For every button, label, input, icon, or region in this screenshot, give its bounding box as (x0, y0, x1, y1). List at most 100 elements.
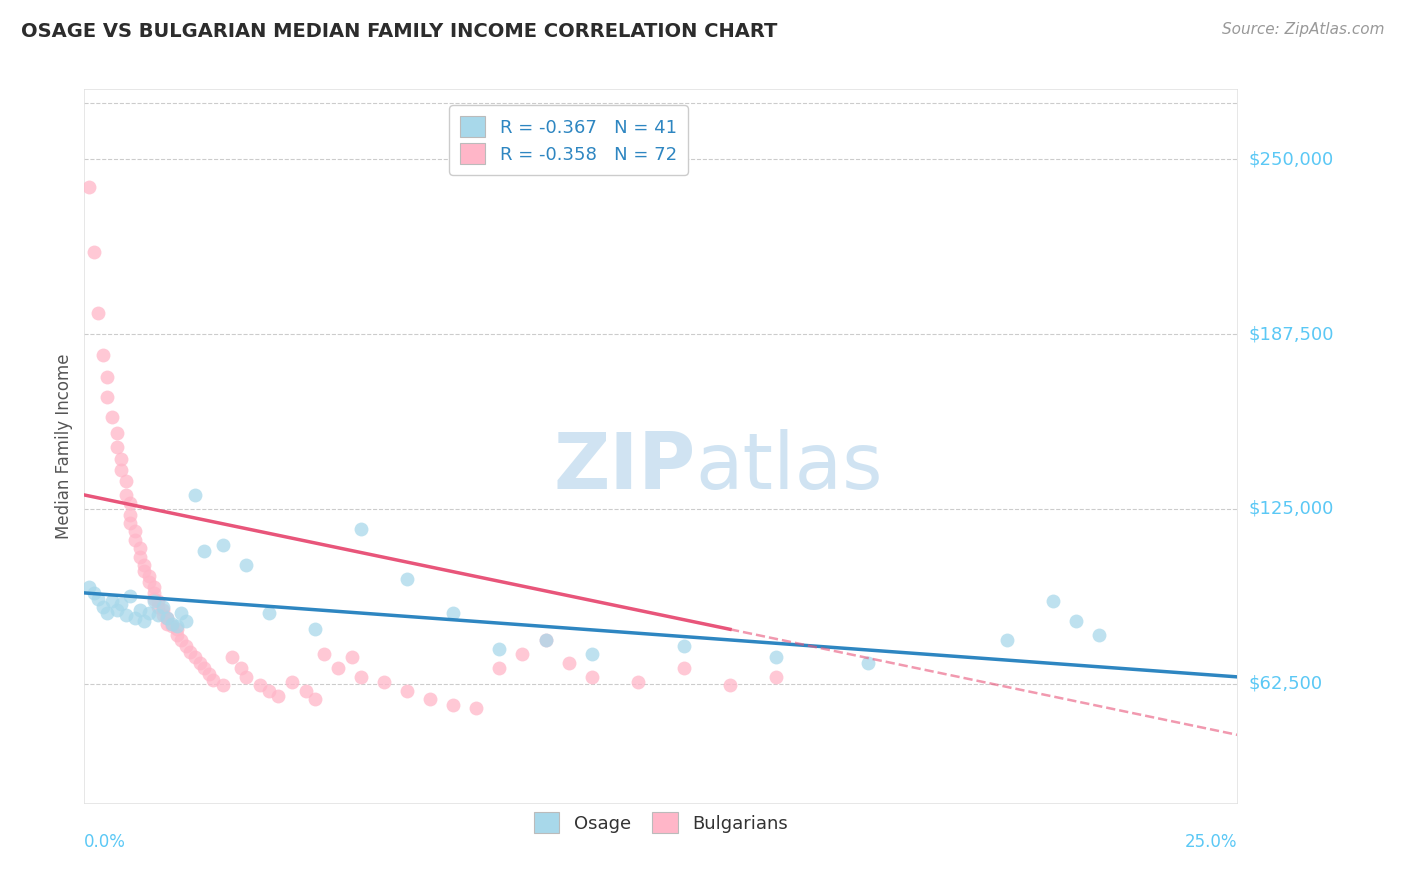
Point (142, 591, 165, 606)
Point (441, 606, 464, 620)
Point (340, 650, 363, 665)
Point (184, 650, 207, 665)
Point (96, 390, 118, 404)
Point (350, 522, 373, 536)
Point (110, 597, 132, 611)
Point (120, 516, 142, 530)
Point (314, 648, 336, 662)
Point (138, 574, 160, 589)
Text: 0.0%: 0.0% (84, 833, 127, 851)
Point (202, 673, 225, 687)
Point (396, 684, 419, 698)
Point (581, 648, 603, 662)
Point (146, 594, 169, 608)
Point (115, 608, 138, 623)
Point (156, 611, 179, 625)
Point (1088, 628, 1111, 642)
Point (373, 675, 395, 690)
Point (91, 348, 114, 362)
Point (193, 544, 215, 558)
Point (235, 558, 257, 572)
Point (249, 678, 271, 692)
Text: $250,000: $250,000 (1249, 150, 1334, 169)
Point (396, 572, 419, 586)
Point (142, 594, 165, 608)
Point (101, 409, 124, 424)
Point (87, 306, 110, 320)
Legend: Osage, Bulgarians: Osage, Bulgarians (527, 805, 794, 840)
Point (326, 661, 349, 675)
Point (257, 684, 280, 698)
Point (156, 616, 179, 631)
Point (465, 700, 488, 714)
Point (419, 692, 441, 706)
Point (134, 564, 156, 578)
Point (193, 661, 215, 675)
Point (858, 656, 880, 670)
Point (488, 641, 510, 656)
Point (152, 603, 174, 617)
Point (672, 639, 695, 653)
Point (120, 508, 142, 522)
Point (174, 639, 197, 653)
Point (105, 603, 128, 617)
Point (441, 698, 464, 712)
Point (534, 633, 557, 648)
Point (995, 633, 1018, 648)
Point (138, 606, 160, 620)
Point (83, 244, 105, 259)
Point (87, 591, 110, 606)
Point (138, 569, 160, 583)
Point (160, 619, 183, 633)
Point (765, 650, 787, 665)
Point (281, 675, 304, 690)
Point (101, 594, 124, 608)
Text: 25.0%: 25.0% (1185, 833, 1237, 851)
Point (235, 670, 257, 684)
Point (156, 611, 179, 625)
Point (170, 606, 193, 620)
Text: ZIP: ZIP (553, 429, 696, 506)
Point (124, 611, 146, 625)
Point (120, 496, 142, 510)
Point (512, 648, 534, 662)
Text: $187,500: $187,500 (1249, 325, 1334, 343)
Point (166, 622, 188, 636)
Point (304, 692, 326, 706)
Point (1042, 594, 1064, 608)
Point (1064, 614, 1087, 628)
Point (350, 670, 373, 684)
Point (115, 488, 138, 502)
Point (124, 524, 146, 539)
Point (166, 628, 188, 642)
Point (488, 661, 510, 675)
Y-axis label: Median Family Income: Median Family Income (55, 353, 73, 539)
Point (146, 608, 169, 623)
Point (581, 670, 603, 684)
Point (211, 538, 233, 552)
Point (152, 599, 174, 614)
Point (110, 463, 132, 477)
Point (77, 180, 100, 194)
Point (142, 586, 165, 600)
Point (105, 441, 128, 455)
Point (124, 533, 146, 547)
Point (170, 633, 193, 648)
Point (174, 614, 197, 628)
Point (231, 661, 253, 675)
Point (221, 650, 243, 665)
Point (198, 667, 221, 681)
Text: Source: ZipAtlas.com: Source: ZipAtlas.com (1222, 22, 1385, 37)
Point (105, 426, 128, 441)
Point (211, 678, 233, 692)
Point (128, 603, 150, 617)
Point (304, 622, 326, 636)
Point (83, 586, 105, 600)
Point (627, 675, 650, 690)
Point (672, 661, 695, 675)
Text: $125,000: $125,000 (1249, 500, 1334, 518)
Point (96, 370, 118, 384)
Point (160, 616, 183, 631)
Text: atlas: atlas (696, 429, 883, 506)
Point (534, 633, 557, 648)
